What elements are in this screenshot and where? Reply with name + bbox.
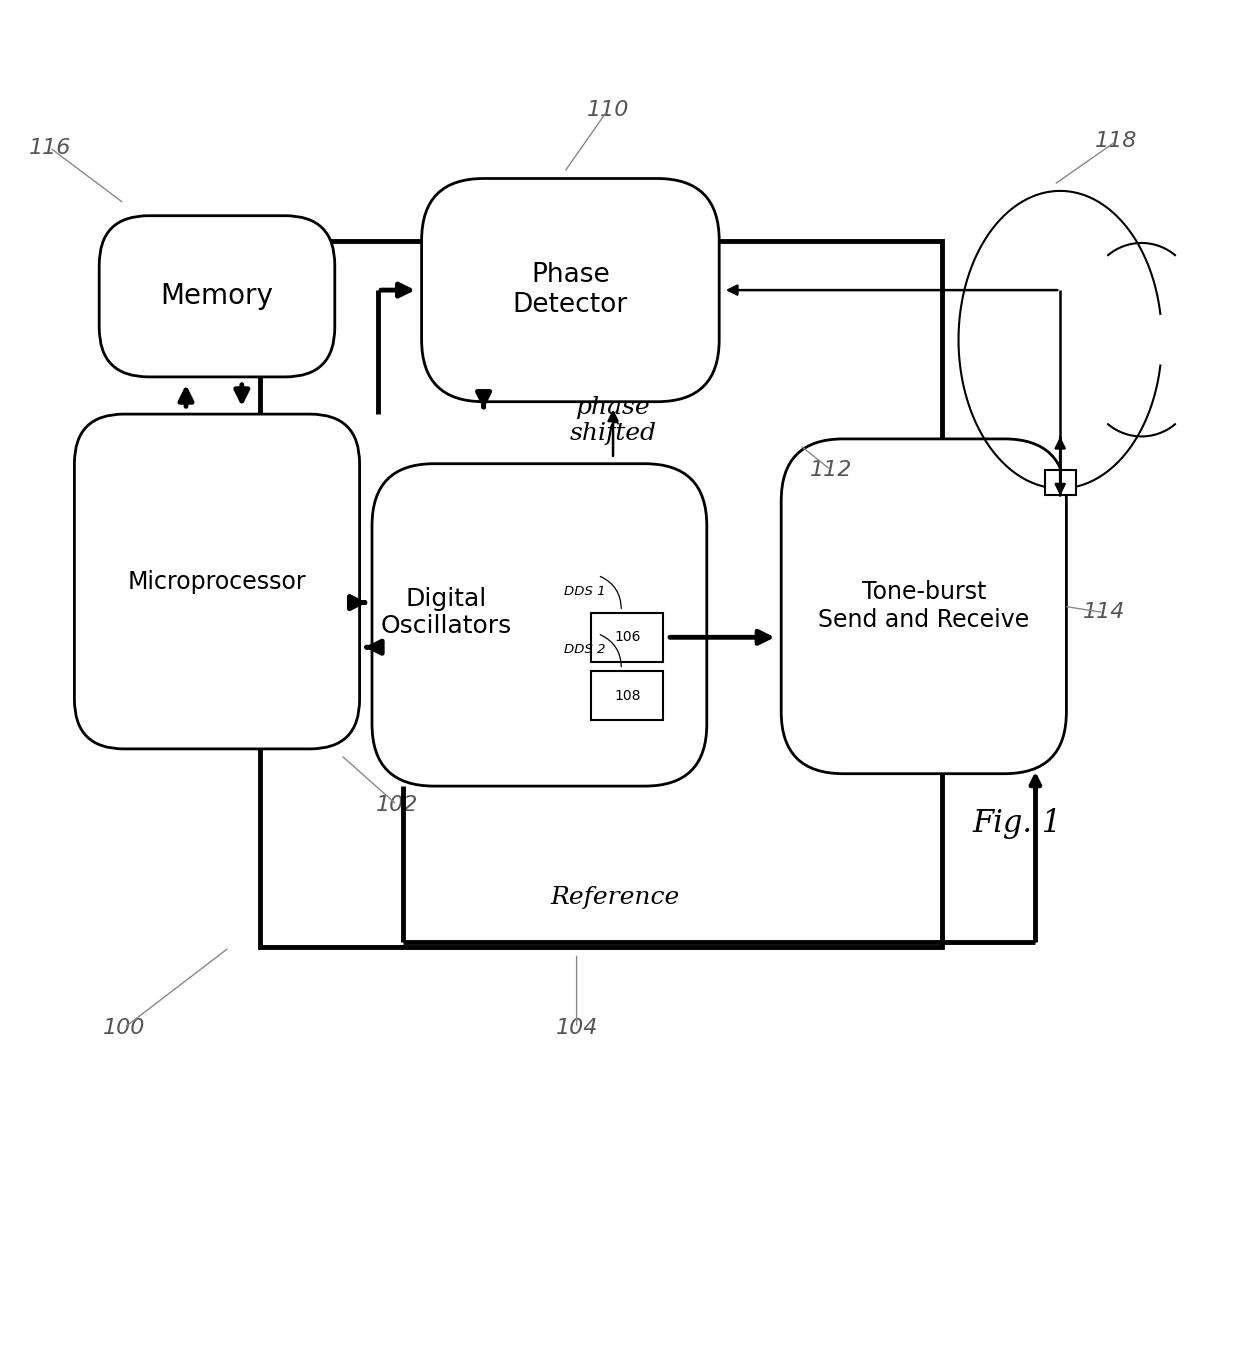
- Text: 104: 104: [556, 1018, 598, 1037]
- Text: 106: 106: [614, 630, 641, 645]
- Bar: [591, 670, 663, 720]
- FancyBboxPatch shape: [781, 438, 1066, 774]
- Text: 116: 116: [29, 138, 71, 158]
- FancyBboxPatch shape: [74, 414, 360, 749]
- Text: 108: 108: [614, 688, 641, 703]
- FancyBboxPatch shape: [372, 464, 707, 786]
- FancyBboxPatch shape: [99, 216, 335, 376]
- Text: 118: 118: [1095, 131, 1137, 151]
- Text: Reference: Reference: [551, 886, 680, 909]
- Text: 112: 112: [810, 460, 852, 480]
- Bar: [260, 240, 942, 947]
- Text: DDS 2: DDS 2: [564, 643, 605, 656]
- Text: Tone-burst
Send and Receive: Tone-burst Send and Receive: [818, 580, 1029, 633]
- Text: 100: 100: [103, 1018, 145, 1037]
- Bar: [1044, 469, 1076, 495]
- Text: Fig. 1: Fig. 1: [972, 808, 1061, 839]
- Text: phase
shifted: phase shifted: [569, 395, 656, 445]
- Text: 110: 110: [587, 100, 629, 120]
- Text: Digital
Oscillators: Digital Oscillators: [381, 587, 512, 638]
- Text: Microprocessor: Microprocessor: [128, 569, 306, 594]
- Text: 114: 114: [1083, 603, 1125, 622]
- Text: DDS 1: DDS 1: [564, 584, 605, 598]
- Bar: [591, 612, 663, 662]
- FancyBboxPatch shape: [422, 178, 719, 402]
- Text: 102: 102: [376, 795, 418, 815]
- Text: Phase
Detector: Phase Detector: [513, 262, 627, 318]
- Text: Memory: Memory: [160, 282, 274, 310]
